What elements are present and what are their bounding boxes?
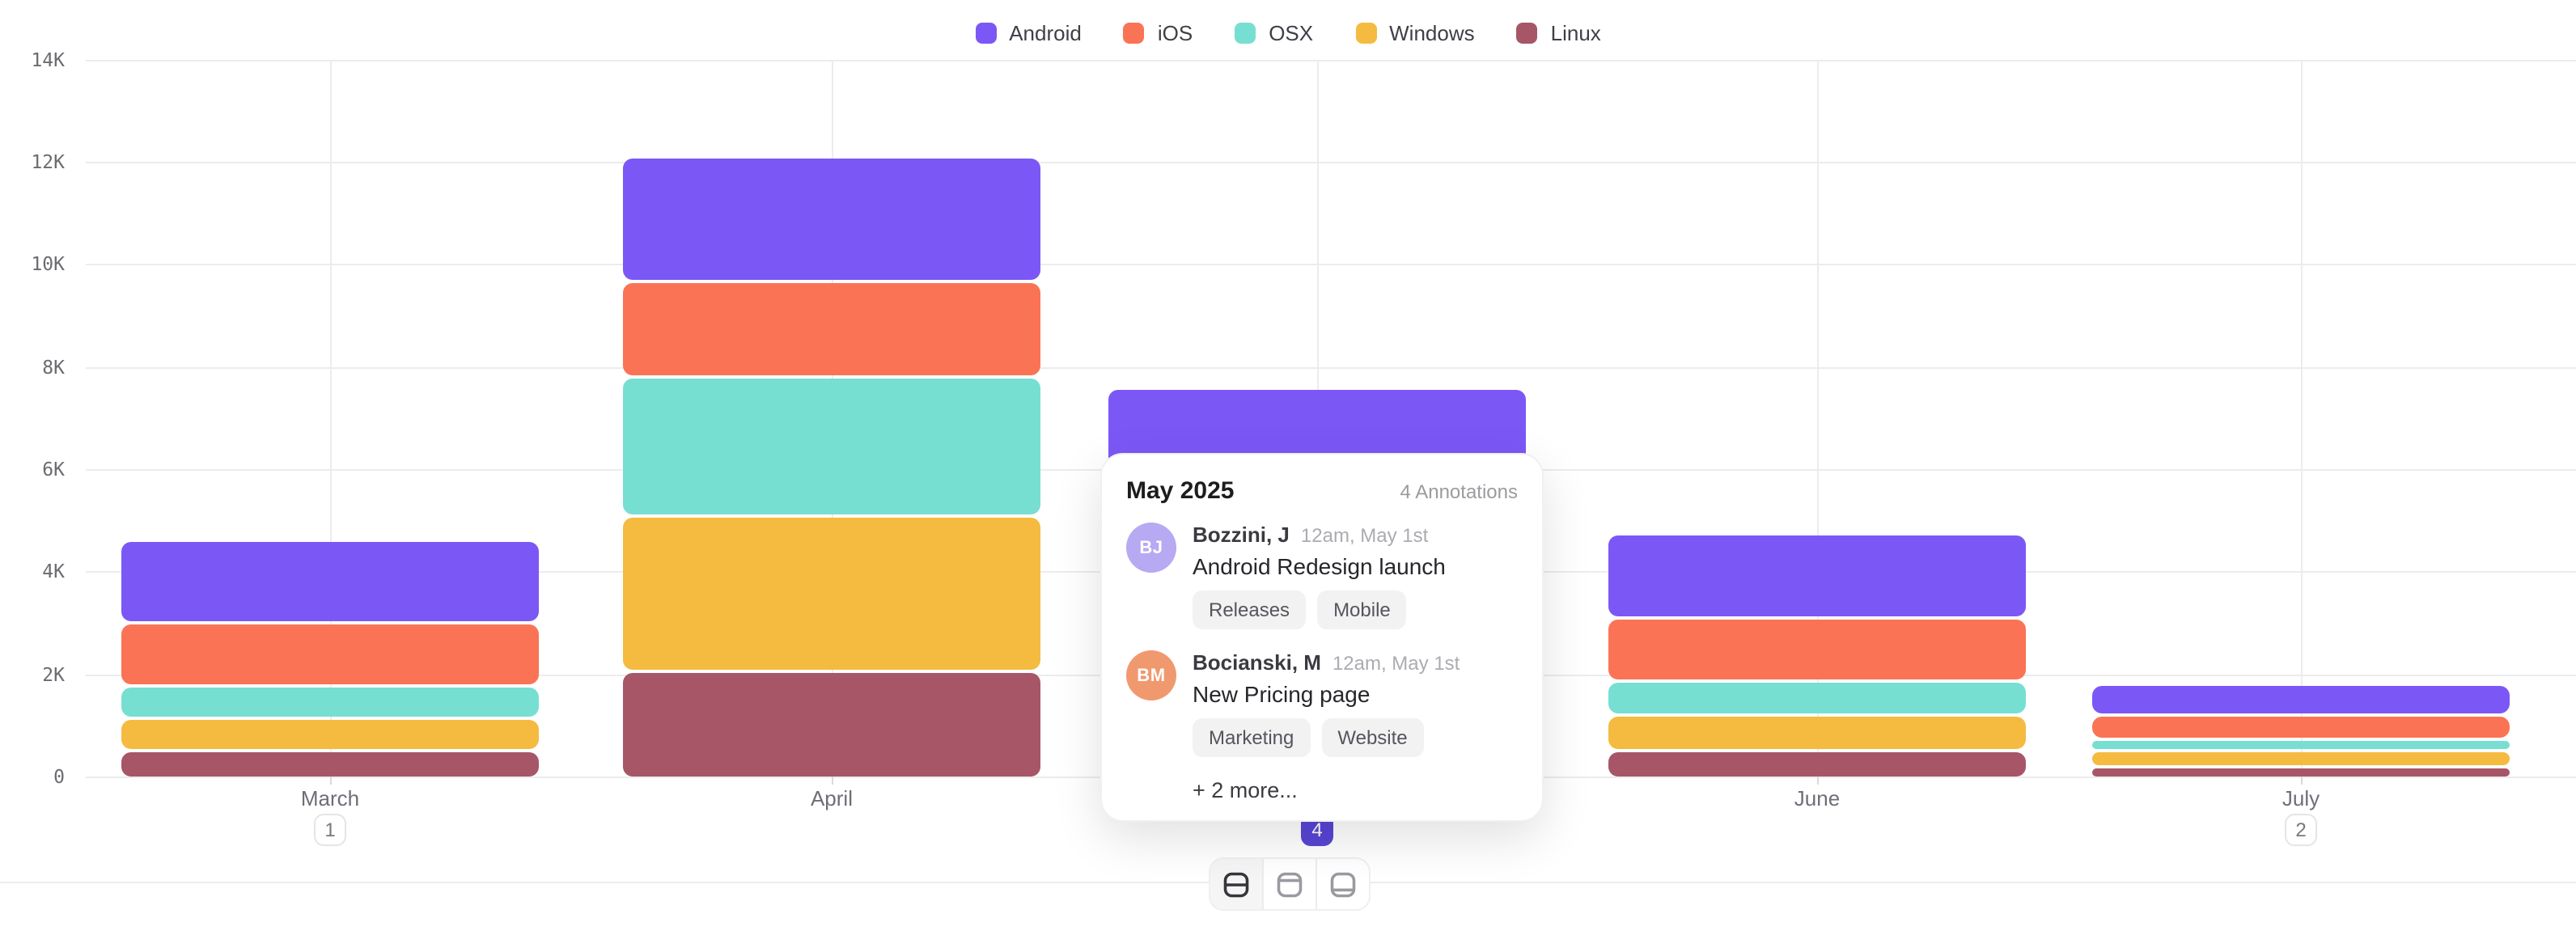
show-more-annotations[interactable]: + 2 more... bbox=[1193, 778, 1298, 802]
chart-legend: Android iOS OSX Windows Linux bbox=[0, 23, 2576, 44]
y-gridline bbox=[86, 161, 2576, 163]
bar-july-android[interactable] bbox=[2092, 685, 2510, 714]
y-axis-tick-label: 10K bbox=[31, 252, 65, 276]
x-axis-month-label: July bbox=[2282, 786, 2320, 810]
month-gridline bbox=[330, 59, 332, 777]
legend-label: iOS bbox=[1157, 21, 1193, 45]
y-axis-tick-label: 2K bbox=[42, 662, 65, 686]
y-axis-tick-label: 8K bbox=[42, 355, 65, 379]
bar-june-linux[interactable] bbox=[1608, 751, 2026, 777]
y-axis-tick-label: 4K bbox=[42, 560, 65, 583]
annotation-time: 12am, May 1st bbox=[1300, 524, 1429, 547]
bar-june-windows[interactable] bbox=[1608, 717, 2026, 749]
avatar: BM bbox=[1126, 650, 1176, 700]
month-gridline bbox=[1817, 59, 1819, 777]
y-gridline bbox=[86, 59, 2576, 61]
bar-july-osx[interactable] bbox=[2092, 740, 2510, 750]
x-axis-month-label: April bbox=[810, 786, 853, 810]
annotation-author: Bozzini, J bbox=[1193, 523, 1290, 547]
annotation-meta: Bozzini, J 12am, May 1st bbox=[1193, 523, 1446, 547]
annotations-popover: May 2025 4 Annotations BJ Bozzini, J 12a… bbox=[1100, 453, 1544, 822]
layout-header-top-icon bbox=[1277, 871, 1303, 897]
annotation-tags: Marketing Website bbox=[1193, 718, 1460, 757]
x-axis-tick bbox=[832, 777, 833, 785]
legend-item-ios[interactable]: iOS bbox=[1123, 21, 1193, 45]
bar-march-linux[interactable] bbox=[121, 752, 539, 777]
legend-item-android[interactable]: Android bbox=[975, 23, 1082, 44]
legend-label: Linux bbox=[1550, 21, 1601, 45]
bar-june-ios[interactable] bbox=[1608, 619, 2026, 680]
bar-april-osx[interactable] bbox=[623, 378, 1040, 515]
legend-item-linux[interactable]: Linux bbox=[1516, 21, 1601, 45]
bar-april-ios[interactable] bbox=[623, 283, 1040, 375]
legend-swatch-osx bbox=[1235, 23, 1256, 44]
bar-april-android[interactable] bbox=[623, 159, 1040, 281]
bar-march-ios[interactable] bbox=[121, 624, 539, 685]
layout-toggle-group bbox=[1209, 857, 1371, 911]
popover-header: May 2025 4 Annotations bbox=[1126, 477, 1518, 505]
legend-swatch-ios bbox=[1123, 23, 1145, 44]
y-axis-tick-label: 12K bbox=[31, 150, 65, 173]
bar-april-linux[interactable] bbox=[623, 673, 1040, 777]
x-axis-month-label: June bbox=[1794, 786, 1841, 810]
annotation-time: 12am, May 1st bbox=[1332, 652, 1460, 675]
bar-june-osx[interactable] bbox=[1608, 683, 2026, 714]
bar-april-windows[interactable] bbox=[623, 518, 1040, 671]
bar-march-osx[interactable] bbox=[121, 688, 539, 717]
x-axis-tick bbox=[2301, 777, 2303, 785]
bar-july-ios[interactable] bbox=[2092, 717, 2510, 738]
annotation-title: Android Redesign launch bbox=[1193, 553, 1446, 579]
annotation-tag: Mobile bbox=[1317, 590, 1407, 629]
annotation-tag: Marketing bbox=[1193, 718, 1311, 757]
annotation-item[interactable]: BJ Bozzini, J 12am, May 1st Android Rede… bbox=[1126, 523, 1518, 629]
annotation-title: New Pricing page bbox=[1193, 681, 1371, 707]
legend-label: Windows bbox=[1389, 21, 1475, 45]
legend-label: Android bbox=[1009, 21, 1082, 45]
annotation-badge-march[interactable]: 1 bbox=[314, 814, 346, 846]
legend-item-windows[interactable]: Windows bbox=[1355, 23, 1475, 44]
y-axis-tick-label: 0 bbox=[53, 765, 65, 788]
bar-june-android[interactable] bbox=[1608, 535, 2026, 616]
y-axis-tick-label: 14K bbox=[31, 48, 65, 70]
x-axis-month-label: March bbox=[300, 786, 360, 810]
legend-item-osx[interactable]: OSX bbox=[1235, 23, 1313, 44]
layout-split-rows-button[interactable] bbox=[1210, 859, 1264, 909]
legend-swatch-windows bbox=[1355, 23, 1377, 44]
x-axis-tick bbox=[1817, 777, 1819, 785]
annotation-body: Bozzini, J 12am, May 1st Android Redesig… bbox=[1193, 523, 1446, 629]
layout-header-top-button[interactable] bbox=[1264, 859, 1317, 909]
popover-title: May 2025 bbox=[1126, 477, 1235, 505]
layout-footer-bottom-button[interactable] bbox=[1317, 859, 1369, 909]
legend-swatch-linux bbox=[1516, 23, 1538, 44]
annotation-tag: Releases bbox=[1193, 590, 1307, 629]
annotation-author: Bocianski, M bbox=[1193, 650, 1321, 675]
y-gridline bbox=[86, 366, 2576, 369]
popover-annotations-count: 4 Annotations bbox=[1400, 480, 1518, 503]
month-gridline bbox=[2301, 59, 2303, 777]
bar-july-linux[interactable] bbox=[2092, 768, 2510, 777]
annotation-body: Bocianski, M 12am, May 1st New Pricing p… bbox=[1193, 650, 1460, 757]
annotation-tag: Website bbox=[1321, 718, 1424, 757]
annotation-meta: Bocianski, M 12am, May 1st bbox=[1193, 650, 1460, 675]
annotation-item[interactable]: BM Bocianski, M 12am, May 1st New Pricin… bbox=[1126, 650, 1518, 757]
bar-july-windows[interactable] bbox=[2092, 752, 2510, 765]
y-gridline bbox=[86, 264, 2576, 266]
legend-swatch-android bbox=[975, 23, 997, 44]
legend-label: OSX bbox=[1269, 21, 1314, 45]
layout-footer-bottom-icon bbox=[1330, 871, 1356, 897]
annotation-tags: Releases Mobile bbox=[1193, 590, 1446, 629]
annotation-badge-july[interactable]: 2 bbox=[2285, 814, 2317, 846]
avatar: BJ bbox=[1126, 523, 1176, 573]
bar-march-windows[interactable] bbox=[121, 719, 539, 750]
layout-split-rows-icon bbox=[1223, 871, 1249, 897]
x-axis-tick bbox=[330, 777, 332, 785]
bar-march-android[interactable] bbox=[121, 541, 539, 621]
y-axis-tick-label: 6K bbox=[42, 457, 65, 480]
